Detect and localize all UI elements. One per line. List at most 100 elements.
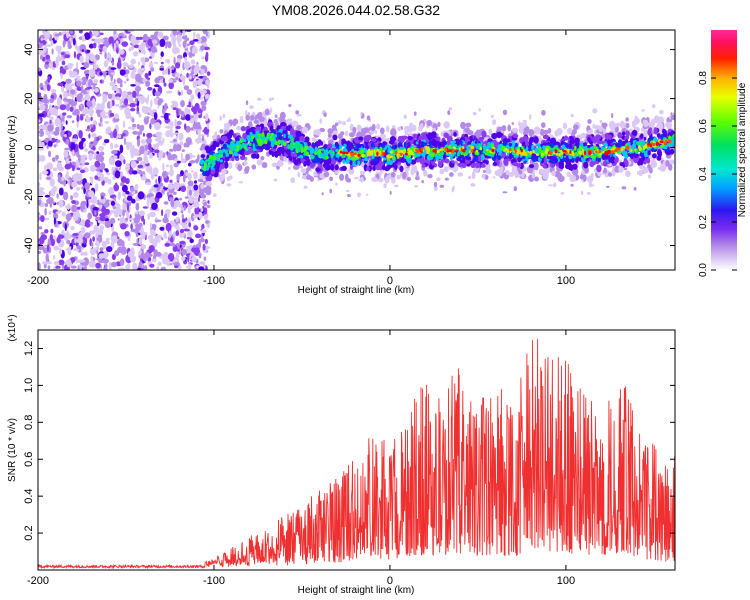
noise-blob	[72, 38, 76, 46]
noise-blob	[125, 217, 129, 222]
noise-blob	[71, 100, 78, 106]
noise-blob	[130, 186, 135, 192]
noise-blob	[64, 147, 71, 151]
noise-blob	[182, 30, 186, 36]
noise-blob	[140, 67, 146, 72]
noise-blob	[187, 180, 194, 187]
noise-blob	[184, 123, 187, 131]
noise-blob	[128, 47, 132, 52]
noise-blob	[176, 160, 181, 164]
noise-blob	[147, 94, 150, 102]
ridge-blob	[384, 176, 389, 184]
noise-blob	[41, 43, 44, 47]
noise-blob	[151, 202, 158, 210]
ridge-blob	[343, 143, 347, 148]
ridge-blob	[307, 141, 311, 147]
noise-blob	[157, 99, 162, 106]
noise-blob	[47, 111, 50, 117]
noise-blob	[119, 153, 123, 162]
noise-blob	[94, 216, 102, 221]
noise-blob	[204, 93, 211, 99]
noise-blob	[113, 30, 116, 35]
noise-blob	[134, 211, 139, 215]
noise-blob	[168, 79, 174, 83]
noise-blob	[164, 242, 171, 247]
noise-blob	[114, 155, 118, 160]
noise-blob	[161, 237, 164, 241]
ridge-blob	[310, 154, 314, 158]
noise-blob	[44, 194, 51, 198]
noise-blob	[62, 91, 69, 99]
noise-blob	[146, 116, 150, 120]
noise-blob	[81, 49, 85, 52]
noise-blob	[176, 173, 180, 181]
faint-blob	[353, 176, 359, 180]
noise-blob	[41, 170, 49, 175]
noise-blob	[119, 258, 125, 266]
ridge-blob	[617, 132, 623, 139]
faint-blob	[513, 186, 518, 192]
noise-blob	[197, 128, 201, 134]
ridge-blob	[551, 170, 556, 176]
noise-blob	[187, 207, 191, 214]
noise-blob	[104, 208, 110, 215]
noise-blob	[181, 218, 186, 223]
noise-blob	[188, 162, 192, 167]
ridge-blob	[437, 141, 443, 148]
ridge-blob	[363, 127, 369, 134]
noise-blob	[81, 186, 84, 190]
noise-blob	[108, 65, 111, 74]
faint-blob	[636, 171, 639, 175]
noise-blob	[124, 74, 129, 78]
noise-blob	[107, 93, 113, 100]
noise-blob	[38, 51, 43, 55]
faint-blob	[444, 177, 449, 181]
ridge-blob	[387, 164, 393, 169]
noise-blob	[193, 201, 200, 209]
noise-blob	[189, 238, 194, 244]
ridge-blob	[449, 163, 455, 168]
noise-blob	[129, 103, 136, 108]
noise-blob	[38, 196, 42, 200]
ridge-blob	[418, 140, 422, 145]
ridge-blob	[237, 164, 243, 172]
noise-blob	[185, 114, 191, 121]
noise-blob	[158, 175, 161, 184]
faint-blob	[587, 119, 592, 124]
faint-blob	[606, 185, 610, 188]
faint-blob	[491, 114, 494, 119]
noise-blob	[132, 90, 137, 99]
ridge-blob	[563, 135, 569, 141]
noise-blob	[132, 123, 137, 128]
ridge-blob	[497, 144, 502, 148]
noise-blob	[157, 140, 164, 146]
ridge-blob	[457, 172, 464, 177]
noise-blob	[99, 216, 106, 222]
noise-blob	[175, 77, 179, 81]
noise-blob	[183, 228, 190, 232]
noise-blob	[76, 61, 79, 70]
noise-blob	[137, 267, 142, 270]
noise-blob	[131, 117, 135, 123]
faint-blob	[502, 109, 508, 116]
noise-blob	[130, 223, 133, 230]
noise-blob	[130, 160, 137, 169]
ridge-blob	[245, 166, 250, 171]
faint-blob	[492, 176, 496, 179]
noise-blob	[107, 53, 112, 59]
noise-blob	[154, 219, 162, 223]
faint-blob	[257, 97, 262, 101]
faint-blob	[447, 110, 451, 115]
faint-blob	[599, 119, 603, 124]
noise-blob	[38, 113, 45, 117]
noise-blob	[187, 255, 190, 263]
noise-blob	[175, 217, 180, 222]
noise-blob	[180, 75, 186, 81]
faint-blob	[337, 120, 342, 125]
ridge-blob	[339, 173, 345, 181]
noise-blob	[193, 184, 199, 191]
noise-blob	[139, 145, 145, 155]
faint-blob	[570, 183, 574, 187]
noise-blob	[194, 214, 200, 218]
noise-blob	[129, 217, 134, 221]
